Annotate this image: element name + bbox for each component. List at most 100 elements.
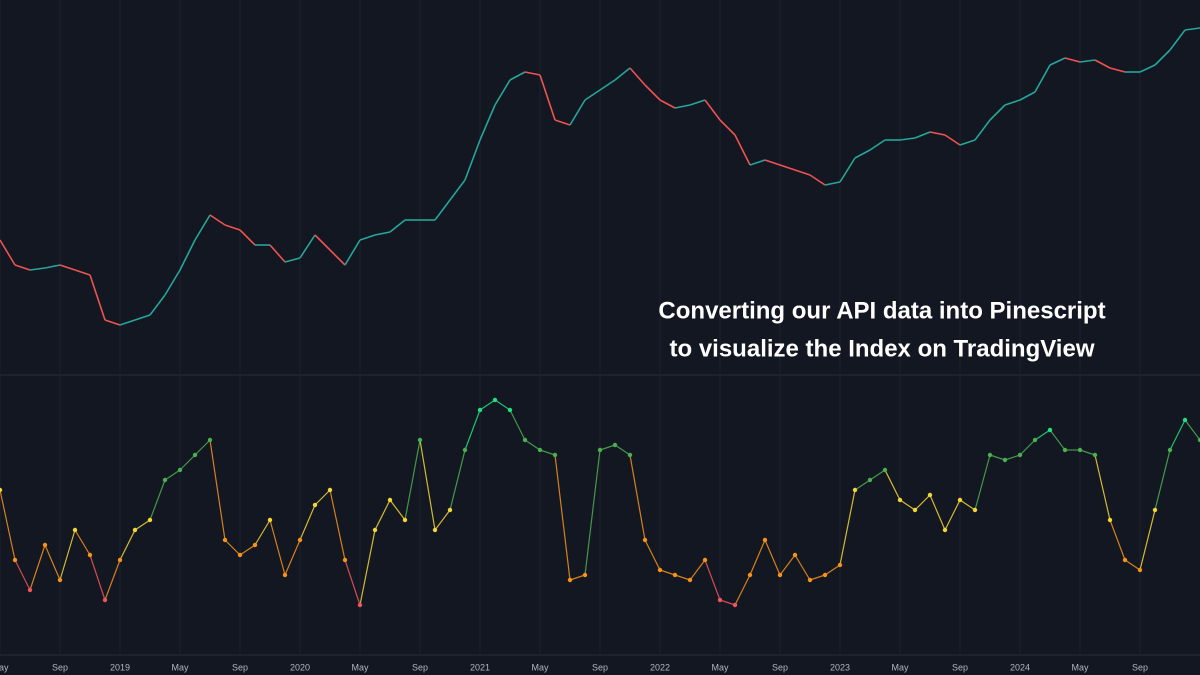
index-point [732, 602, 738, 608]
index-point [552, 452, 558, 458]
index-point [1017, 452, 1023, 458]
index-segment [599, 444, 616, 451]
index-segment [89, 554, 106, 601]
index-point [717, 597, 723, 603]
price-segment [959, 139, 976, 146]
price-segment [0, 239, 16, 266]
index-point [1197, 437, 1200, 443]
price-segment [794, 169, 811, 176]
price-segment [59, 264, 76, 271]
price-segment [74, 269, 91, 276]
index-segment [1124, 559, 1141, 571]
index-segment [824, 564, 841, 576]
x-tick-label: Sep [1132, 662, 1148, 672]
index-point [1047, 427, 1053, 433]
price-segment [1064, 57, 1081, 63]
index-segment [104, 559, 121, 601]
price-segment [269, 244, 286, 263]
index-segment [959, 499, 976, 511]
index-segment [344, 559, 361, 606]
price-segment [584, 89, 601, 101]
index-segment [269, 519, 286, 576]
index-segment [974, 454, 991, 511]
index-segment [794, 554, 811, 581]
price-segment [329, 249, 346, 266]
x-tick-label: 2021 [470, 662, 490, 672]
price-segment [434, 199, 451, 221]
price-segment [719, 119, 736, 136]
index-point [762, 537, 768, 543]
price-segment [974, 119, 991, 141]
index-segment [1154, 449, 1171, 511]
x-tick-label: May [351, 662, 369, 672]
price-segment [749, 159, 766, 166]
x-tick-label: Sep [412, 662, 428, 672]
index-point [432, 527, 438, 533]
index-point [582, 572, 588, 578]
price-segment [539, 74, 556, 121]
price-segment [1019, 91, 1036, 101]
price-segment [1004, 99, 1021, 106]
price-segment [464, 139, 481, 181]
price-segment [194, 214, 211, 241]
price-segment [179, 239, 196, 271]
index-segment [284, 539, 301, 576]
index-segment [584, 449, 601, 576]
title-line: Converting our API data into Pinescript [658, 297, 1105, 324]
index-segment [569, 574, 586, 581]
index-segment [164, 469, 181, 481]
index-point [792, 552, 798, 558]
index-point [522, 437, 528, 443]
index-segment [704, 559, 721, 601]
index-point [882, 467, 888, 473]
index-point [492, 397, 498, 403]
index-point [702, 557, 708, 563]
index-point [597, 447, 603, 453]
index-point [1032, 437, 1038, 443]
x-tick-label: 2019 [110, 662, 130, 672]
price-segment [1184, 27, 1200, 31]
price-segment [209, 214, 226, 226]
index-point [507, 407, 513, 413]
index-point [147, 517, 153, 523]
index-segment [359, 529, 376, 606]
index-segment [509, 409, 526, 441]
index-point [612, 442, 618, 448]
index-segment [899, 499, 916, 511]
index-point [297, 537, 303, 543]
price-segment [389, 219, 406, 233]
price-segment [239, 229, 256, 246]
price-segment [149, 294, 166, 316]
price-segment [224, 224, 241, 231]
index-point [357, 602, 363, 608]
price-segment [44, 264, 61, 269]
index-point [822, 572, 828, 578]
price-segment [1079, 59, 1096, 63]
index-segment [1079, 449, 1096, 456]
index-segment [449, 449, 466, 511]
index-point [312, 502, 318, 508]
price-segment [299, 234, 316, 259]
index-point [837, 562, 843, 568]
price-segment [929, 131, 946, 136]
x-tick-label: Sep [592, 662, 608, 672]
price-segment [524, 71, 541, 76]
price-segment [899, 137, 916, 141]
index-segment [1094, 454, 1111, 521]
index-segment [1139, 509, 1156, 571]
index-segment [734, 574, 751, 606]
index-segment [1109, 519, 1126, 561]
index-point [207, 437, 213, 443]
index-segment [644, 539, 661, 571]
index-point [912, 507, 918, 513]
index-segment [689, 559, 706, 581]
index-segment [464, 409, 481, 451]
x-tick-label: 2024 [1010, 662, 1030, 672]
price-segment [344, 239, 361, 266]
index-point [267, 517, 273, 523]
index-segment [329, 489, 346, 561]
index-segment [929, 494, 946, 531]
price-segment [869, 139, 886, 151]
price-segment [629, 67, 646, 86]
